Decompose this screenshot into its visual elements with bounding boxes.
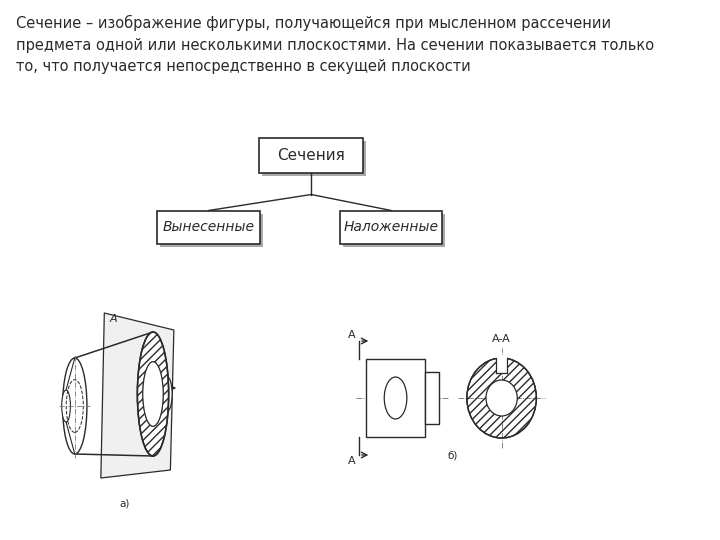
Text: A-A: A-A bbox=[492, 334, 511, 344]
Text: A: A bbox=[348, 456, 356, 466]
Ellipse shape bbox=[143, 362, 163, 426]
Text: A: A bbox=[109, 314, 117, 324]
Bar bbox=[366, 359, 425, 437]
Circle shape bbox=[486, 380, 517, 416]
Text: Вынесенные: Вынесенные bbox=[163, 220, 255, 234]
Text: Сечения: Сечения bbox=[277, 147, 345, 163]
Ellipse shape bbox=[138, 332, 168, 456]
Ellipse shape bbox=[62, 390, 71, 422]
Ellipse shape bbox=[63, 358, 87, 454]
Bar bbox=[259, 138, 364, 172]
Bar bbox=[425, 372, 439, 424]
Text: Наложенные: Наложенные bbox=[343, 220, 438, 234]
Bar bbox=[160, 213, 263, 246]
Text: б): б) bbox=[448, 451, 458, 461]
Bar bbox=[496, 356, 507, 373]
Bar bbox=[343, 213, 445, 246]
Ellipse shape bbox=[384, 377, 407, 419]
Text: а): а) bbox=[119, 498, 130, 508]
Bar bbox=[340, 211, 443, 244]
Bar bbox=[158, 211, 260, 244]
Bar bbox=[261, 140, 366, 176]
Text: Сечение – изображение фигуры, получающейся при мысленном рассечении
предмета одн: Сечение – изображение фигуры, получающей… bbox=[16, 15, 654, 75]
Ellipse shape bbox=[143, 362, 163, 426]
Ellipse shape bbox=[162, 376, 172, 411]
Text: A: A bbox=[348, 330, 356, 340]
Polygon shape bbox=[101, 313, 174, 478]
